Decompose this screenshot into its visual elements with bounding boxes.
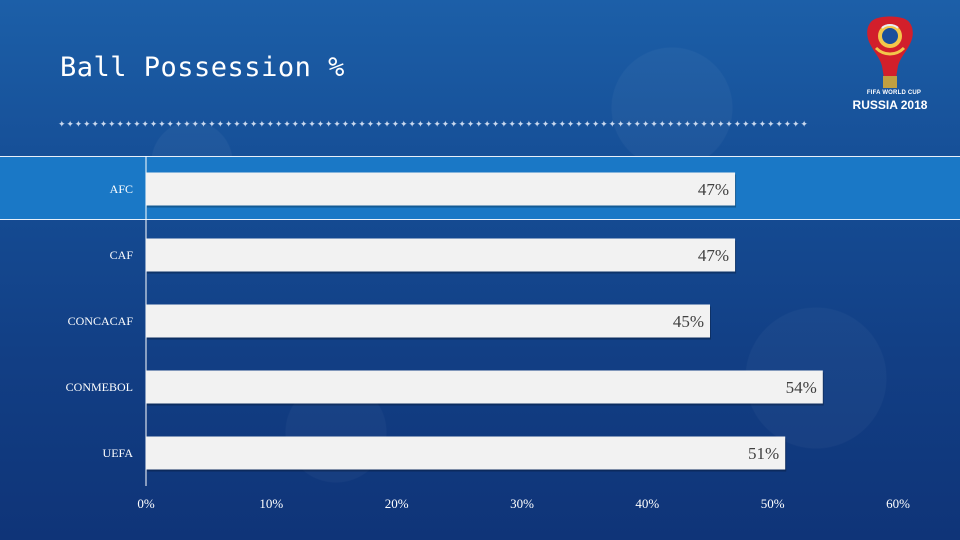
bar-uefa [146,436,786,470]
slide-title: Ball Possession % [60,52,345,83]
x-tick-label: 60% [886,496,910,511]
x-tick-label: 30% [510,496,534,511]
category-label-conmebol: CONMEBOL [66,380,133,394]
x-tick-label: 40% [635,496,659,511]
x-tick-label: 0% [137,496,155,511]
data-label-concacaf: 45% [673,312,704,331]
x-tick-label: 50% [761,496,785,511]
category-label-caf: CAF [110,248,134,262]
data-label-conmebol: 54% [786,378,817,397]
data-label-uefa: 51% [748,444,779,463]
category-label-afc: AFC [110,182,133,196]
title-divider: ✦✦✦✦✦✦✦✦✦✦✦✦✦✦✦✦✦✦✦✦✦✦✦✦✦✦✦✦✦✦✦✦✦✦✦✦✦✦✦✦… [58,120,809,130]
data-label-caf: 47% [698,246,729,265]
category-label-uefa: UEFA [103,446,134,460]
logo-caption: FIFA WORLD CUP [866,90,922,96]
bar-concacaf [146,304,710,338]
category-label-concacaf: CONCACAF [68,314,134,328]
logo-wordmark: RUSSIA 2018 [852,98,928,112]
world-cup-trophy-logo-icon [867,16,913,88]
data-label-afc: 47% [698,180,729,199]
bar-caf [146,238,736,272]
x-tick-label: 10% [259,496,283,511]
x-tick-label: 20% [385,496,409,511]
bar-conmebol [146,370,823,404]
bar-afc [146,172,736,206]
